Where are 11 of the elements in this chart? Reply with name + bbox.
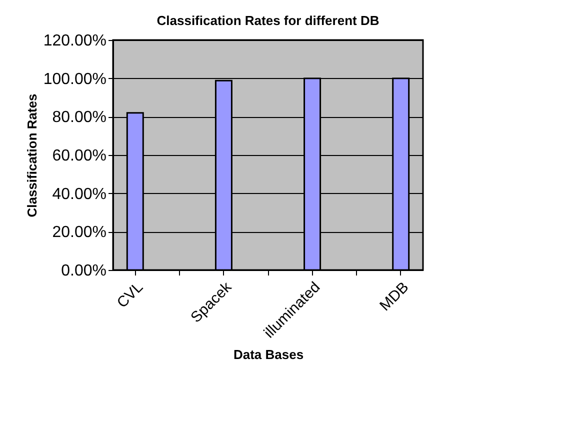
y-tick-label: 0.00% [61, 262, 106, 280]
x-tick-label: CVL [114, 278, 146, 312]
y-tick-label: 20.00% [52, 224, 106, 242]
y-tick-label: 40.00% [52, 186, 106, 203]
y-tick-label: 120.00% [43, 32, 106, 50]
x-axis-title: Data Bases [233, 346, 304, 362]
y-tick-label: 80.00% [52, 109, 106, 126]
y-axis-title: Classification Rates [24, 94, 40, 218]
y-tick-label: 60.00% [52, 148, 106, 164]
chart-title: Classification Rates for different DB [156, 13, 380, 28]
y-tick-label: 100.00% [43, 70, 106, 88]
